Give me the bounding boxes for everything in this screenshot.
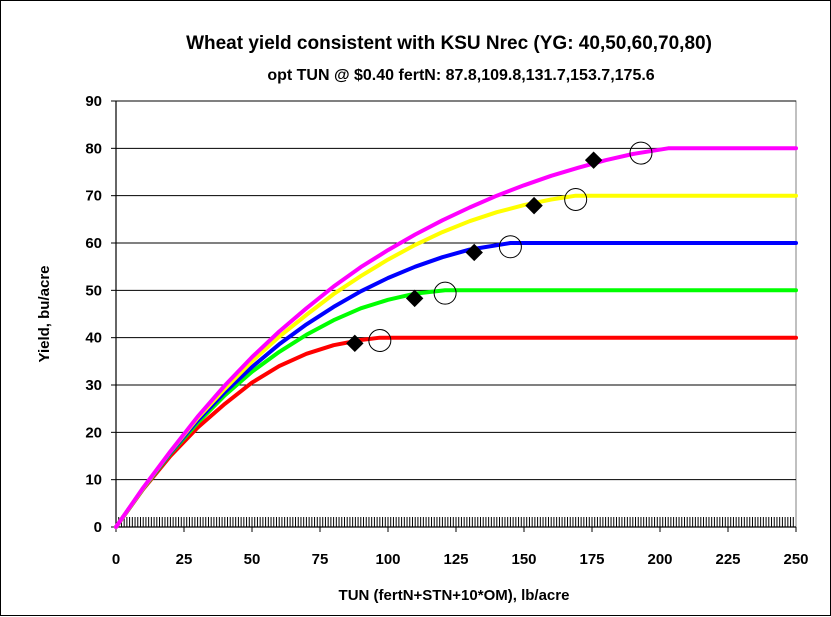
x-tick-label: 50 bbox=[244, 551, 261, 568]
max-yield-circle-marker bbox=[629, 141, 653, 165]
x-tick-label: 100 bbox=[375, 551, 400, 568]
chart-title: Wheat yield consistent with KSU Nrec (YG… bbox=[186, 33, 712, 54]
point-markers bbox=[346, 141, 653, 353]
x-tick-label: 250 bbox=[783, 551, 808, 568]
y-tick-label: 30 bbox=[85, 377, 102, 394]
x-tick-label: 0 bbox=[112, 551, 120, 568]
x-tick-label: 150 bbox=[511, 551, 536, 568]
y-tick-label: 90 bbox=[85, 93, 102, 110]
x-tick-label: 225 bbox=[715, 551, 740, 568]
y-tick-label: 10 bbox=[85, 472, 102, 489]
x-tick-label: 25 bbox=[176, 551, 193, 568]
y-axis-title: Yield, bu/acre bbox=[36, 266, 53, 363]
optimum-diamond-marker bbox=[346, 334, 364, 353]
y-tick-label: 50 bbox=[85, 282, 102, 299]
y-tick-label: 0 bbox=[94, 519, 102, 536]
x-minor-ticks bbox=[118, 517, 794, 527]
x-tick-label: 125 bbox=[443, 551, 468, 568]
x-tick-label: 200 bbox=[647, 551, 672, 568]
x-tick-label: 175 bbox=[579, 551, 604, 568]
plot-area bbox=[115, 100, 797, 528]
x-tick-label: 75 bbox=[312, 551, 329, 568]
y-tick-label: 80 bbox=[85, 140, 102, 157]
x-axis-title: TUN (fertN+STN+10*OM), lb/acre bbox=[339, 587, 570, 604]
y-tick-label: 70 bbox=[85, 188, 102, 205]
optimum-diamond-marker bbox=[405, 289, 424, 308]
max-yield-circle-marker bbox=[498, 235, 522, 259]
optimum-diamond-marker bbox=[584, 151, 603, 169]
max-yield-circle-marker bbox=[564, 187, 588, 211]
chart-subtitle: opt TUN @ $0.40 fertN: 87.8,109.8,131.7,… bbox=[267, 67, 654, 84]
optimum-diamond-marker bbox=[465, 243, 483, 262]
max-yield-circle-marker bbox=[433, 281, 457, 305]
max-yield-circle-marker bbox=[368, 329, 392, 353]
y-tick-label: 40 bbox=[85, 330, 102, 347]
optimum-diamond-marker bbox=[525, 196, 543, 215]
y-tick-label: 20 bbox=[85, 424, 102, 441]
y-tick-label: 60 bbox=[85, 235, 102, 252]
axes bbox=[111, 100, 797, 532]
tick-labels: 0 10 20 30 40 50 60 70 80 90 0 25 50 75 100 125 150 175 20… bbox=[85, 93, 808, 568]
